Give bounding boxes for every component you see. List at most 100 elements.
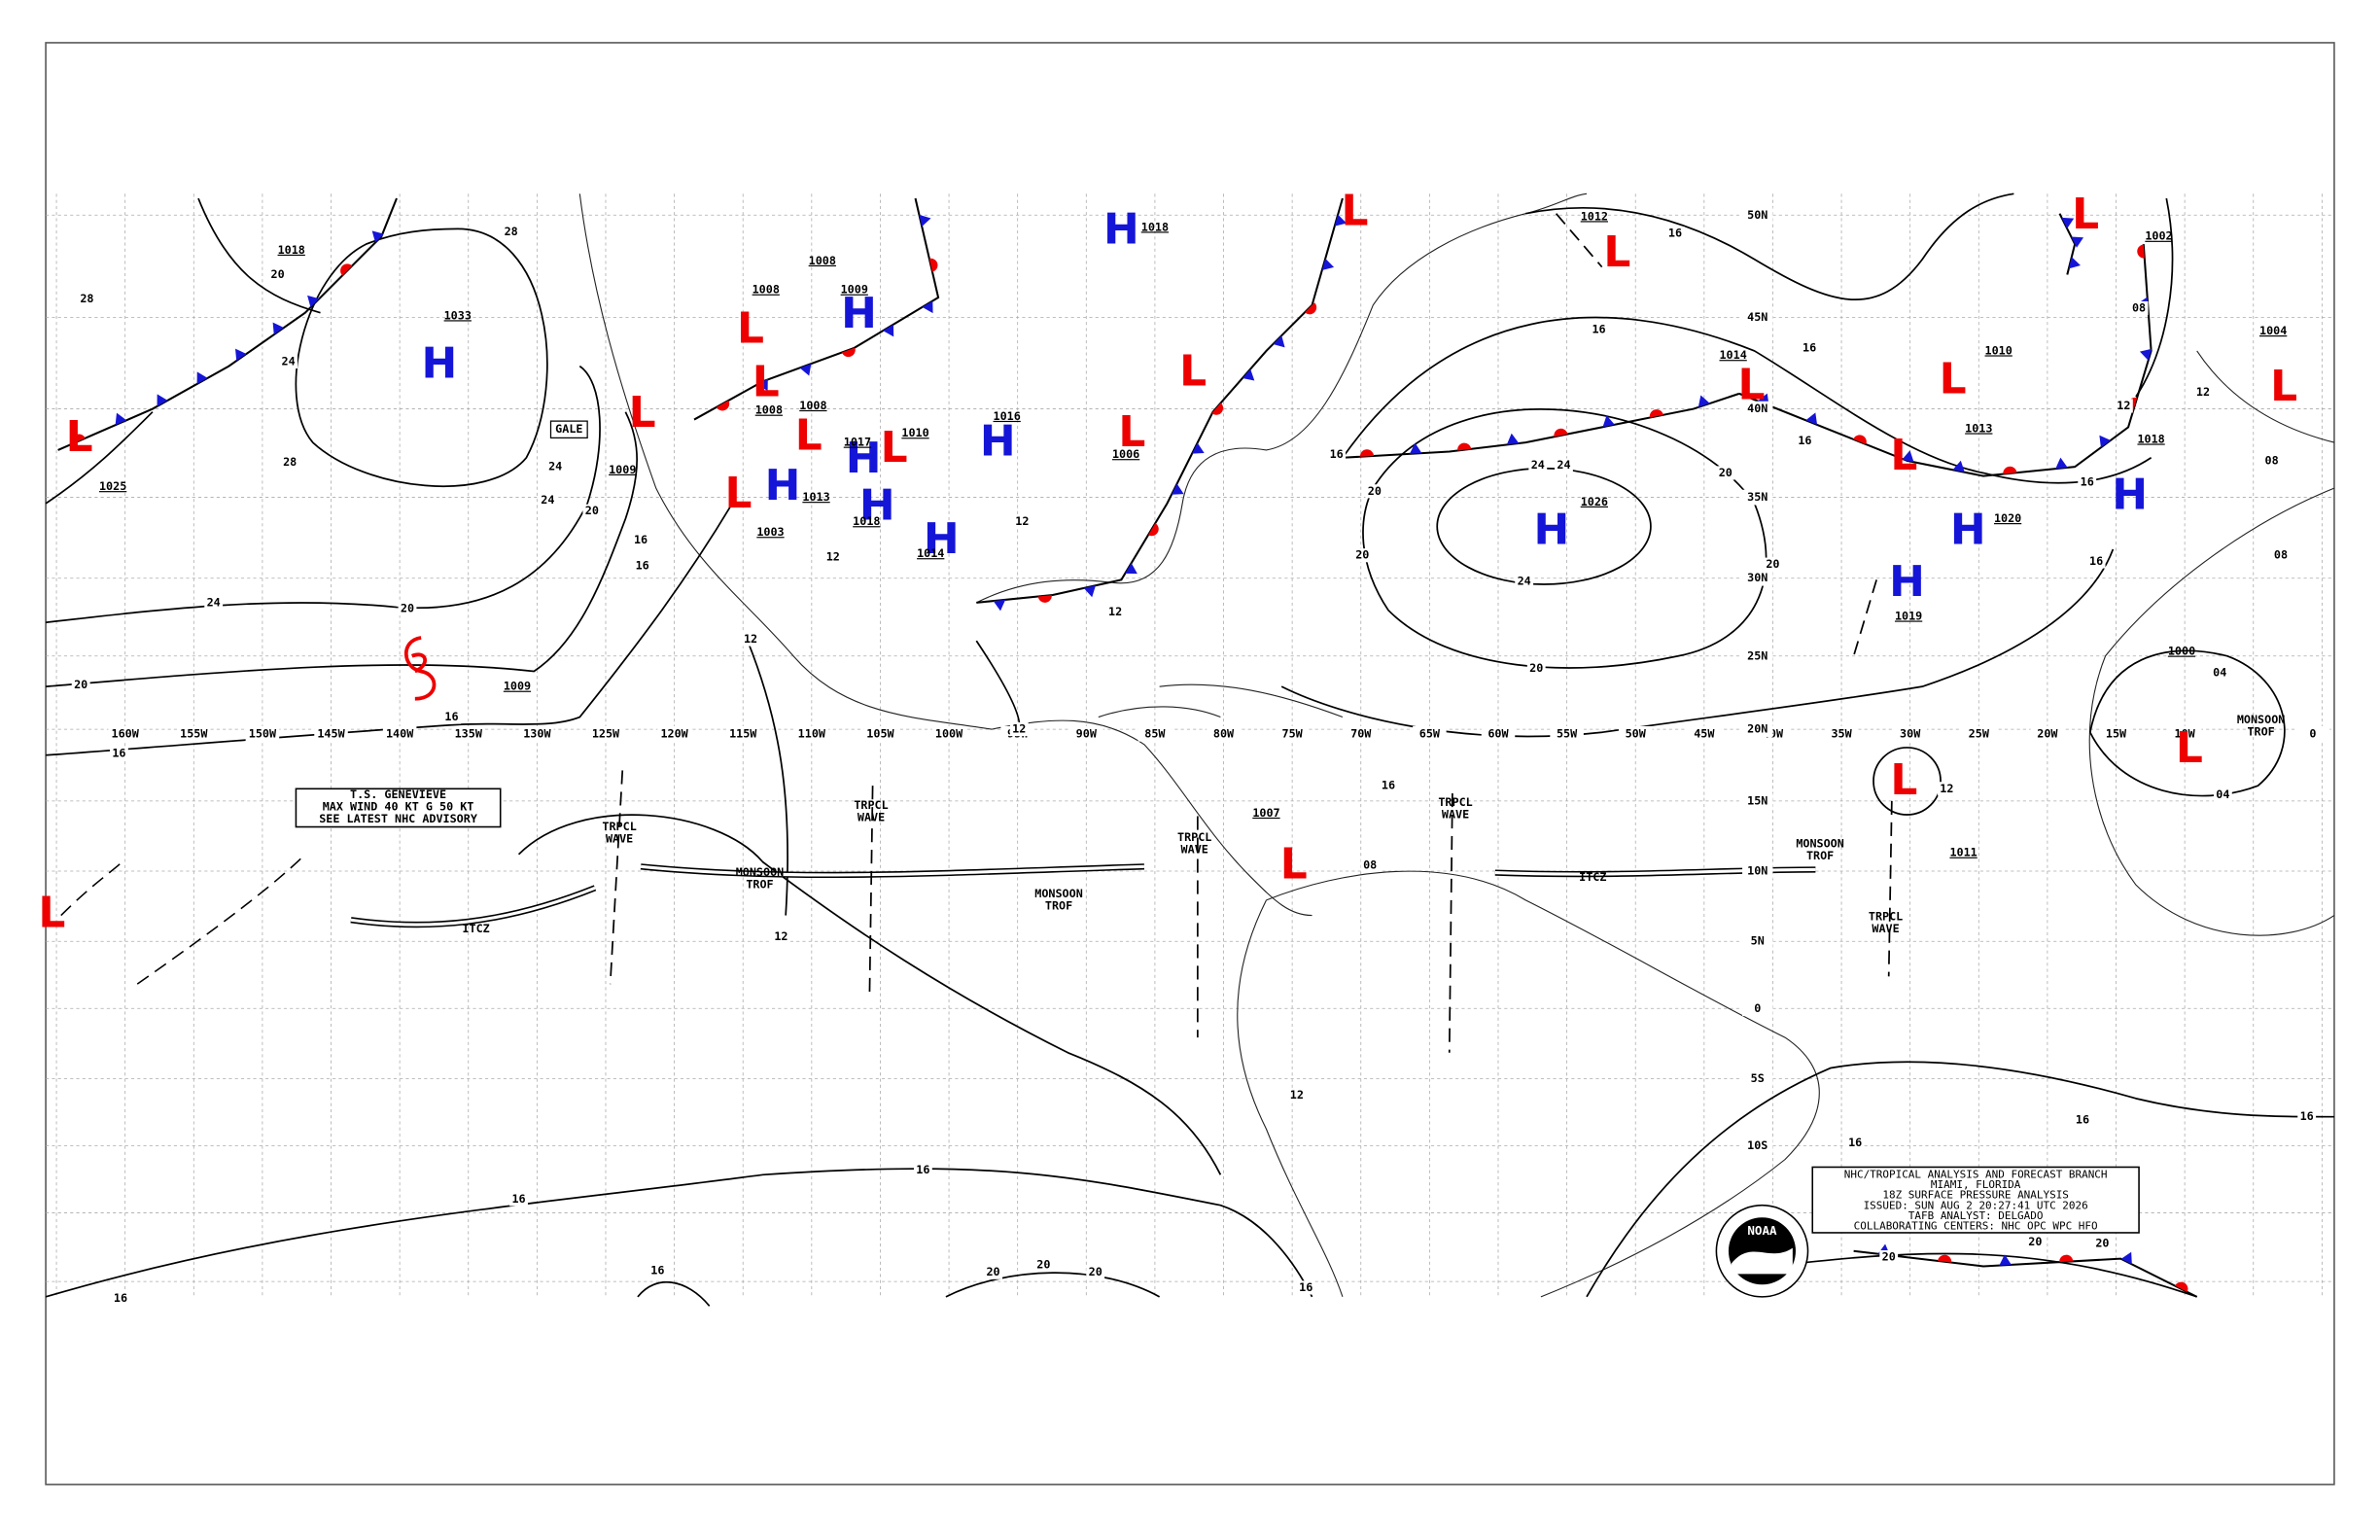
isobar: [45, 197, 321, 505]
cold-front-pip: [1698, 395, 1710, 407]
longitude-label: 25W: [1969, 726, 1990, 740]
warm-front-pip: [928, 258, 938, 272]
isobar-label-bg: [1009, 722, 1029, 737]
graticule: [46, 193, 2334, 1297]
isobar: [46, 503, 733, 756]
low-center: L: [725, 469, 752, 518]
isobars: [45, 192, 2334, 1307]
isobar-label: 12: [2117, 399, 2130, 412]
longitude-label: 10W: [2175, 726, 2196, 740]
itcz-label: ITCZ: [1579, 870, 1606, 884]
longitude-label: 65W: [1419, 726, 1441, 740]
isobar-label-bg: [1287, 1088, 1307, 1102]
tropical-wave-label: WAVE: [606, 832, 633, 846]
longitude-box: [520, 725, 554, 742]
low-center: L: [1280, 839, 1308, 889]
longitude-box: [1962, 725, 1996, 742]
longitude-label: 115W: [729, 726, 757, 740]
labels: 160W 155W 150W 145W 140W 135W 130W 125W 120W 115W…: [38, 187, 2330, 1306]
info-line: MIAMI, FLORIDA: [1931, 1178, 2021, 1191]
latitude-label: 5N: [1751, 934, 1765, 948]
cold-front-pip: [799, 364, 812, 376]
center-pressure: 1019: [1895, 609, 1922, 622]
isobar-label: 16: [511, 1192, 525, 1206]
isobar-label-bg: [2129, 300, 2149, 316]
cold-front-pip: [1409, 442, 1422, 454]
longitude-box: [1344, 725, 1379, 742]
advisory-text: SEE LATEST NHC ADVISORY: [319, 812, 478, 825]
low-center: L: [1179, 346, 1207, 396]
coastline: [2088, 350, 2335, 936]
warm-front-pip: [842, 347, 856, 358]
longitude-label: 100W: [935, 726, 963, 740]
cold-front-pip: [1192, 442, 1205, 454]
center-pressure: 1002: [2145, 229, 2172, 243]
isobar-label-bg: [502, 225, 521, 239]
isobar-label-bg: [1764, 557, 1782, 572]
isobar: [1280, 548, 2115, 738]
isobar-label: 08: [2265, 453, 2279, 467]
gale-label: GALE: [555, 422, 582, 436]
isobar-label-bg: [398, 602, 417, 616]
isobar-label: 20: [1719, 466, 1732, 479]
center-pressure: 1008: [752, 283, 780, 297]
isobar: [1362, 408, 1768, 669]
latitude-box: [1742, 863, 1773, 879]
isobar-label: 20: [1036, 1257, 1050, 1271]
isobar-label: 16: [1330, 447, 1344, 461]
longitude-label: 85W: [1144, 726, 1166, 740]
low-center: L: [66, 412, 93, 462]
longitude-label: 45W: [1694, 726, 1715, 740]
longitude-box: [2295, 725, 2330, 742]
isobar-label: 16: [634, 533, 648, 546]
warm-front-pip: [72, 434, 86, 444]
longitude-box: [1138, 725, 1172, 742]
isobar-label: 16: [1668, 227, 1682, 240]
center-pressure: 1010: [901, 426, 928, 439]
coastlines: [578, 192, 2335, 1298]
isobar-label-bg: [1012, 514, 1032, 529]
isobar-label: 12: [1290, 1088, 1304, 1102]
advisory-text: MAX WIND 40 KT G 50 KT: [323, 800, 474, 814]
cold-front-pip: [919, 214, 931, 228]
longitude-label: 90W: [1076, 726, 1098, 740]
isobar-label-bg: [582, 504, 602, 518]
longitude-label: 140W: [386, 726, 414, 740]
low-center: L: [38, 889, 65, 938]
center-pressure: 1026: [1581, 495, 1608, 508]
isobar-label: 28: [283, 455, 297, 469]
isobar-label-bg: [71, 678, 90, 692]
trough-label: MONSOON: [736, 865, 785, 879]
isobar-label: 04: [2216, 788, 2229, 801]
cold-front-pip: [1273, 335, 1285, 348]
trough-label: MONSOON: [2237, 713, 2286, 726]
center-pressure: 1009: [609, 463, 636, 476]
cold-front-pip: [1171, 483, 1184, 495]
isobar-label-bg: [1365, 484, 1384, 499]
warm-front-pip: [1853, 435, 1867, 445]
latitude-box: [1742, 489, 1773, 506]
isobar: [517, 814, 1222, 1175]
isobar-label: 24: [541, 493, 554, 507]
latitude-label: 40N: [1747, 402, 1768, 415]
low-center: L: [881, 423, 908, 472]
cold-front-pip: [2061, 217, 2075, 229]
isobar-label: 16: [114, 1291, 127, 1305]
isobar-label: 24: [1557, 458, 1570, 472]
isobar: [2135, 197, 2174, 398]
isobar-label-bg: [1526, 661, 1546, 676]
cold-front-pip: [1242, 368, 1255, 381]
isobar-label: 12: [1012, 722, 1026, 736]
isobar-label-bg: [772, 929, 790, 944]
cold-front-pip: [1999, 1254, 2012, 1266]
longitude-label: 155W: [180, 726, 208, 740]
cold-front-pip: [235, 348, 247, 362]
longitude-box: [725, 725, 760, 742]
isobar-label: 16: [1299, 1280, 1312, 1294]
trough-label: TROF: [2247, 725, 2274, 739]
isobar-label: 20: [1882, 1250, 1896, 1264]
longitude-box: [1824, 725, 1859, 742]
trough-axis: [60, 854, 306, 985]
